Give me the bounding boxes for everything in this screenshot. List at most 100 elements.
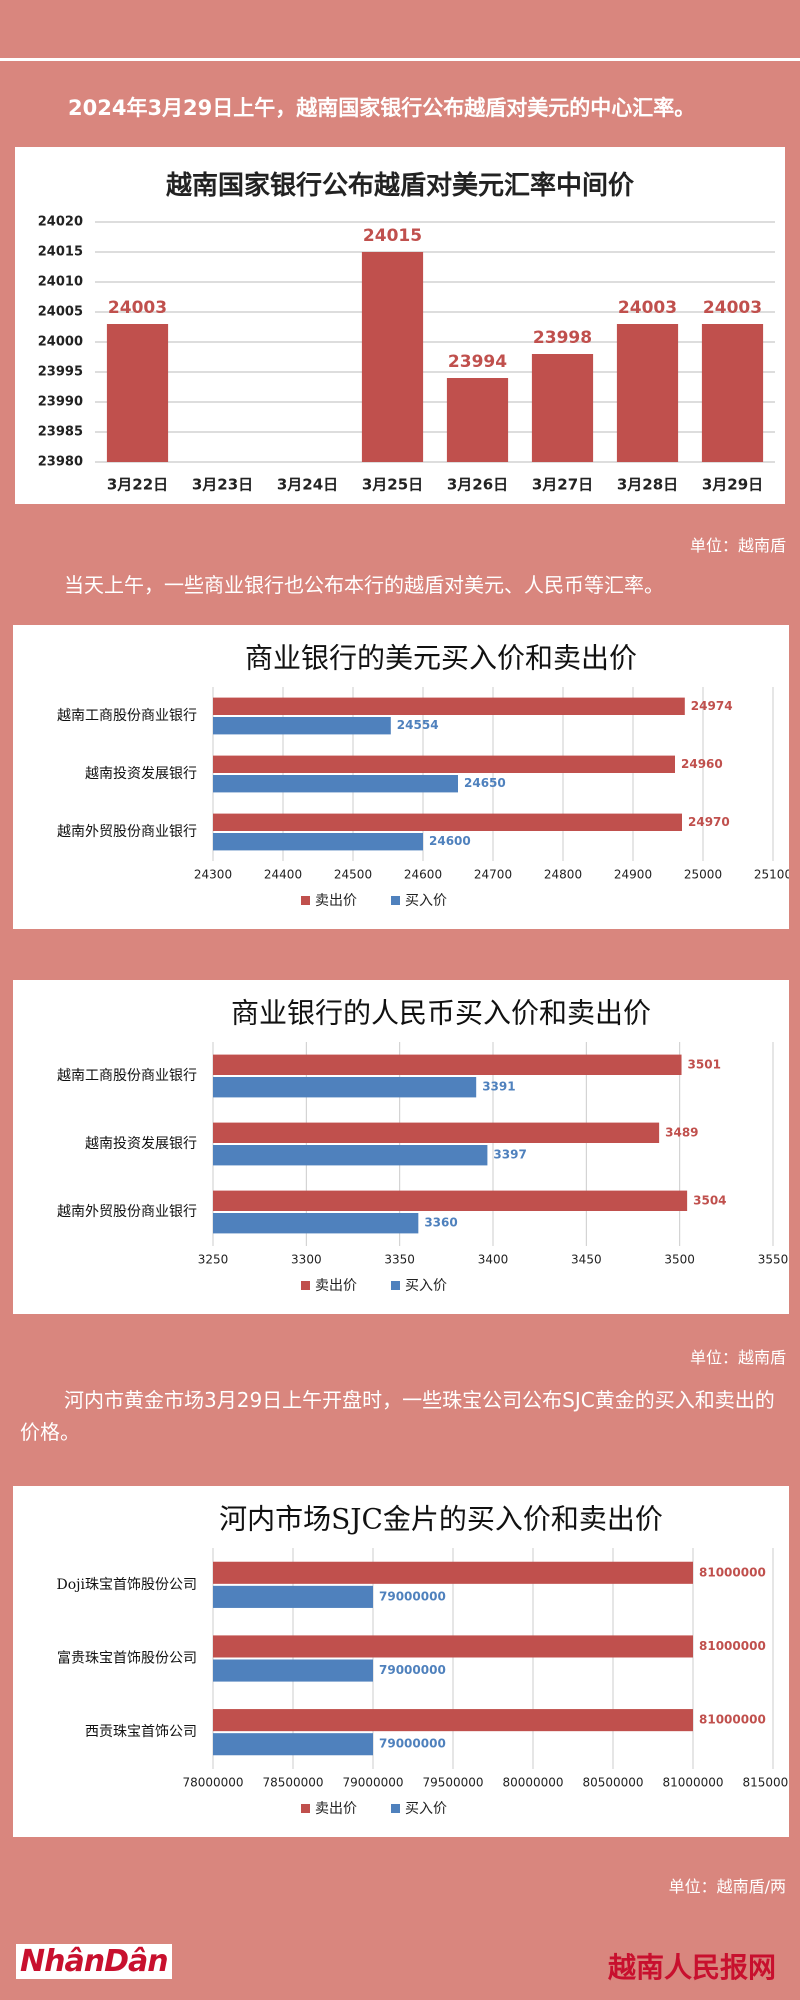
x-tick-label: 24900 (614, 868, 652, 882)
logo: NhânDân (16, 1944, 172, 1979)
data-label: 3504 (693, 1193, 726, 1207)
category-label: 越南工商股份商业银行 (57, 1068, 197, 1084)
category-label: 西贡珠宝首饰公司 (85, 1724, 197, 1740)
category-label: 越南投资发展银行 (85, 1136, 197, 1152)
x-tick-label: 81500000 (742, 1776, 789, 1790)
bar (213, 1122, 660, 1143)
data-label: 81000000 (699, 1639, 766, 1653)
data-label: 79000000 (379, 1589, 446, 1603)
bar (531, 354, 594, 462)
unit: 单位：越南盾/两 (668, 1877, 786, 1896)
bar (213, 833, 423, 851)
x-tick-label: 3350 (384, 1253, 415, 1267)
x-tick-label: 78000000 (182, 1776, 243, 1790)
divider (0, 58, 800, 61)
legend-swatch (391, 1804, 400, 1813)
x-tick-label: 3月27日 (532, 476, 593, 494)
intro: 2024年3月29日上午，越南国家银行公布越盾对美元的中心汇率。 (68, 96, 696, 120)
data-label: 79000000 (379, 1737, 446, 1751)
legend-label: 买入价 (405, 1801, 447, 1817)
data-label: 24970 (688, 815, 730, 829)
bar (213, 813, 682, 831)
category-label: 越南投资发展银行 (85, 766, 197, 782)
x-tick-label: 3550 (758, 1253, 789, 1267)
x-tick-label: 3月29日 (702, 476, 763, 494)
data-label: 24554 (397, 718, 439, 732)
bar (213, 1145, 488, 1166)
x-tick-label: 80000000 (502, 1776, 563, 1790)
bar (361, 252, 424, 462)
x-tick-label: 79500000 (422, 1776, 483, 1790)
x-tick-label: 24600 (404, 868, 442, 882)
legend-label: 买入价 (405, 893, 447, 909)
bar (213, 1659, 373, 1682)
category-label: 富贵珠宝首饰股份公司 (57, 1650, 197, 1667)
x-tick-label: 25100 (754, 868, 789, 882)
data-label: 3360 (424, 1216, 457, 1230)
bar (213, 1709, 693, 1732)
legend-swatch (301, 1281, 310, 1290)
y-tick-label: 24000 (38, 335, 83, 350)
chart-4: 河内市场SJC金片的买入价和卖出价 78000000 78500000 7900000… (13, 1486, 789, 1837)
data-label: 24650 (464, 776, 506, 790)
x-tick-label: 79000000 (342, 1776, 403, 1790)
bar (616, 324, 679, 462)
unit: 单位：越南盾 (689, 536, 786, 555)
bar (213, 1077, 477, 1098)
x-tick-label: 24400 (264, 868, 302, 882)
category-label: 越南外贸股份商业银行 (57, 824, 197, 840)
data-label: 81000000 (699, 1565, 766, 1579)
chart-title: 商业银行的人民币买入价和卖出价 (231, 997, 651, 1030)
bar (213, 1054, 682, 1075)
legend-swatch (391, 1281, 400, 1290)
data-label: 24003 (618, 298, 677, 318)
data-label: 23998 (533, 328, 592, 348)
x-tick-label: 3月25日 (362, 476, 423, 494)
x-tick-label: 3月28日 (617, 476, 678, 494)
category-label: Doji珠宝首饰股份公司 (57, 1577, 197, 1593)
x-tick-label: 80500000 (582, 1776, 643, 1790)
bar (446, 378, 509, 462)
chart-1: 越南国家银行公布越盾对美元汇率中间价 23980 23985 23990 23995 24… (15, 147, 785, 504)
x-tick-label: 24700 (474, 868, 512, 882)
x-tick-label: 3250 (198, 1253, 229, 1267)
data-label: 3397 (493, 1148, 526, 1162)
chart-title: 商业银行的美元买入价和卖出价 (245, 642, 637, 675)
x-tick-label: 78500000 (262, 1776, 323, 1790)
y-tick-label: 24010 (38, 275, 83, 290)
bar (213, 755, 675, 773)
y-tick-label: 23995 (38, 365, 83, 380)
y-tick-label: 24005 (38, 305, 83, 320)
chart-title: 越南国家银行公布越盾对美元汇率中间价 (166, 170, 635, 201)
category-label: 越南工商股份商业银行 (57, 708, 197, 724)
legend-label: 卖出价 (315, 893, 357, 909)
x-tick-label: 3500 (664, 1253, 695, 1267)
paragraph: 河内市黄金市场3月29日上午开盘时，一些珠宝公司公布SJC黄金的买入和卖出的价格… (20, 1388, 775, 1444)
bar (701, 324, 764, 462)
x-tick-label: 3月22日 (107, 476, 168, 494)
x-tick-label: 3400 (478, 1253, 509, 1267)
chart-2: 商业银行的美元买入价和卖出价 24300 24400 24500 24600 24700 2… (13, 625, 789, 929)
bar (213, 1635, 693, 1658)
data-label: 81000000 (699, 1713, 766, 1727)
data-label: 24015 (363, 226, 422, 246)
y-tick-label: 24015 (38, 245, 83, 260)
bar (106, 324, 169, 462)
data-label: 24600 (429, 834, 471, 848)
legend-swatch (301, 1804, 310, 1813)
bar (213, 1190, 688, 1211)
category-label: 越南外贸股份商业银行 (57, 1204, 197, 1220)
x-tick-label: 3月23日 (192, 476, 253, 494)
y-tick-label: 24020 (38, 215, 83, 230)
site-name: 越南人民报网 (607, 1951, 776, 1984)
paragraph: 当天上午，一些商业银行也公布本行的越盾对美元、人民币等汇率。 (64, 573, 664, 597)
x-tick-label: 3月26日 (447, 476, 508, 494)
bar (213, 1213, 419, 1234)
unit: 单位：越南盾 (689, 1348, 786, 1367)
data-label: 24974 (691, 699, 733, 713)
data-label: 24003 (108, 298, 167, 318)
x-tick-label: 3300 (291, 1253, 322, 1267)
y-tick-label: 23985 (38, 425, 83, 440)
bar (213, 1561, 693, 1584)
